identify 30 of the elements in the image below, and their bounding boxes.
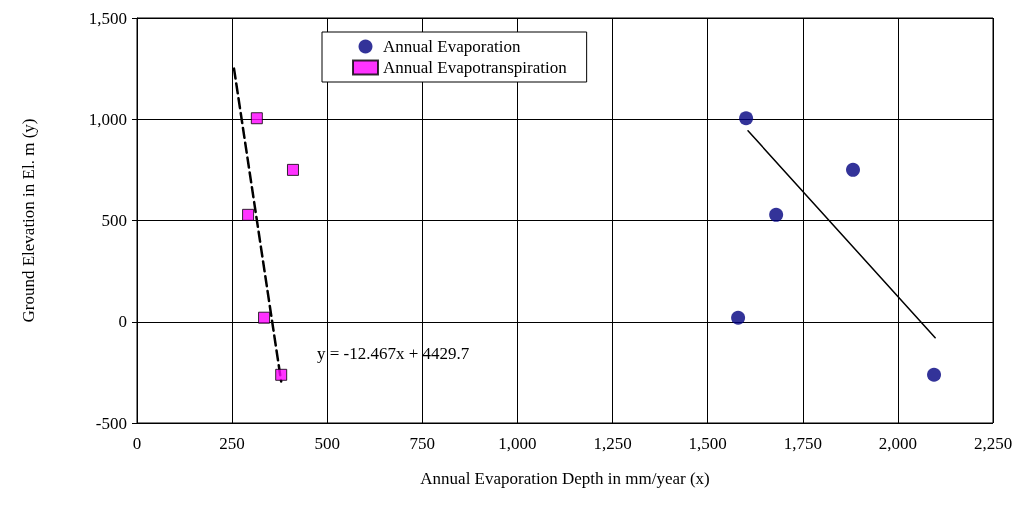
point xyxy=(250,112,263,125)
x-tick-label: 1,000 xyxy=(498,434,537,453)
y-tick-label: 500 xyxy=(101,211,127,230)
x-axis-title: Annual Evaporation Depth in mm/year (x) xyxy=(420,469,710,488)
x-tick-label: 750 xyxy=(409,434,436,453)
x-tick-label: 1,750 xyxy=(783,434,822,453)
point xyxy=(275,368,288,381)
x-tick-label: 1,250 xyxy=(593,434,632,453)
x-tick-label: 0 xyxy=(132,434,142,453)
point xyxy=(242,208,255,221)
x-tick-label: 2,250 xyxy=(973,434,1013,453)
point xyxy=(731,310,746,325)
x-tick-label: 2,000 xyxy=(878,434,918,453)
point xyxy=(286,163,299,176)
point xyxy=(769,207,784,222)
legend-label: Annual Evapotranspiration xyxy=(383,58,568,77)
x-tick-label: 500 xyxy=(314,434,340,453)
x-tick-label: 250 xyxy=(219,434,245,453)
point xyxy=(739,111,754,126)
point xyxy=(927,367,942,382)
annotation: y = -12.467x + 4429.7 xyxy=(317,344,470,363)
y-axis-title: Ground Elevation in El. m (y) xyxy=(19,118,38,323)
point xyxy=(258,311,271,324)
y-tick-label: 1,000 xyxy=(88,109,127,129)
y-tick-label: -500 xyxy=(95,413,127,433)
x-tick-label: 1,500 xyxy=(688,434,727,453)
y-tick-label: 1,500 xyxy=(88,8,127,28)
legend-label: Annual Evaporation xyxy=(383,37,521,56)
point xyxy=(846,162,860,177)
y-tick-label: 0 xyxy=(118,312,127,332)
